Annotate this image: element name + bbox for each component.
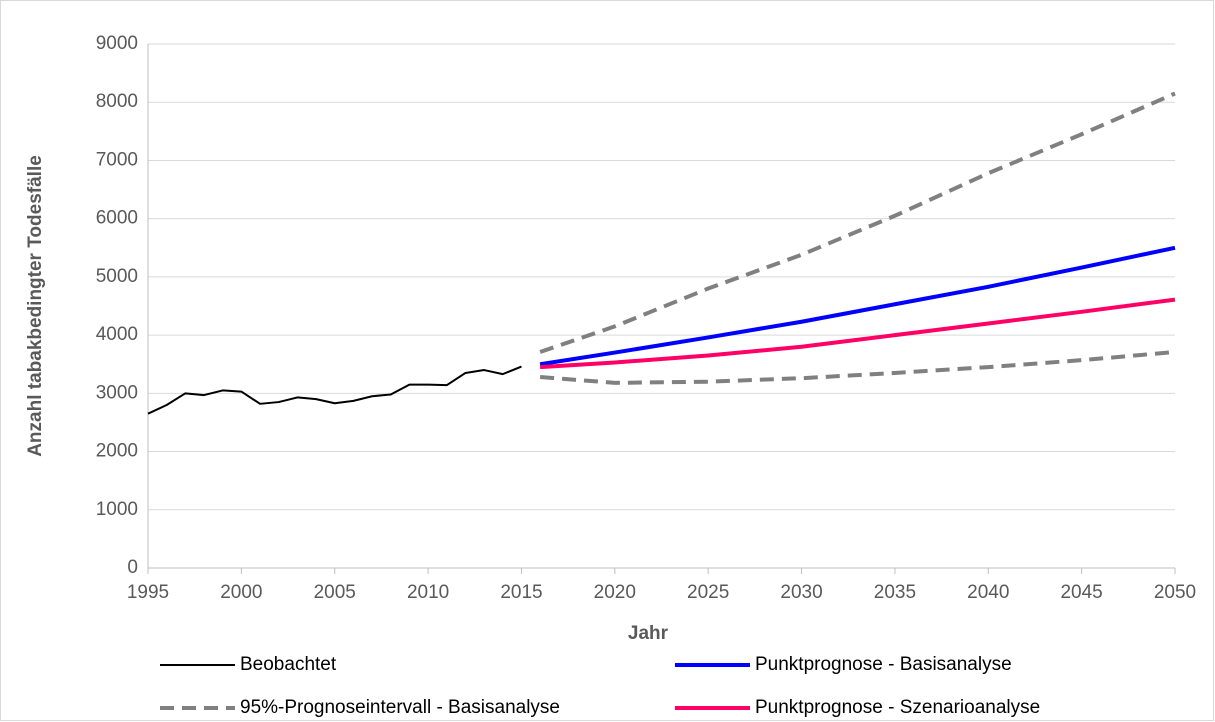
- x-tick-label: 1995: [127, 582, 169, 603]
- x-tick-label: 2005: [314, 582, 356, 603]
- x-tick-label: 2035: [874, 582, 916, 603]
- series-line: [540, 297, 1176, 370]
- y-tick-label: 2000: [96, 441, 138, 462]
- legend-label: 95%-Prognoseintervall - Basisanalyse: [240, 697, 560, 718]
- legend-label: Punktprognose - Basisanalyse: [755, 654, 1012, 675]
- x-tick-label: 2040: [967, 582, 1009, 603]
- y-tick-label: 8000: [96, 91, 138, 112]
- x-tick-label: 2025: [687, 582, 729, 603]
- y-tick-label: 0: [127, 557, 138, 578]
- y-tick-label: 7000: [96, 149, 138, 170]
- y-tick-label: 9000: [96, 33, 138, 54]
- y-tick-label: 6000: [96, 208, 138, 229]
- series-line: [539, 245, 1176, 367]
- y-tick-label: 3000: [96, 382, 138, 403]
- y-tick-label: 5000: [96, 266, 138, 287]
- series-line: [539, 350, 1176, 385]
- x-tick-label: 2010: [407, 582, 449, 603]
- y-tick-label: 4000: [96, 324, 138, 345]
- y-axis-title: Anzahl tabakbedingter Todesfälle: [25, 155, 46, 457]
- y-tick-label: 1000: [96, 499, 138, 520]
- legend-label: Beobachtet: [240, 654, 337, 675]
- x-tick-label: 2030: [780, 582, 822, 603]
- series-line: [539, 91, 1176, 354]
- x-tick-label: 2015: [500, 582, 542, 603]
- x-tick-label: 2050: [1154, 582, 1196, 603]
- legend-label: Punktprognose - Szenarioanalyse: [755, 697, 1040, 718]
- x-tick-label: 2045: [1060, 582, 1102, 603]
- series-line: [147, 365, 522, 415]
- x-tick-label: 2020: [594, 582, 636, 603]
- x-tick-label: 2000: [220, 582, 262, 603]
- x-axis-title: Jahr: [628, 623, 669, 644]
